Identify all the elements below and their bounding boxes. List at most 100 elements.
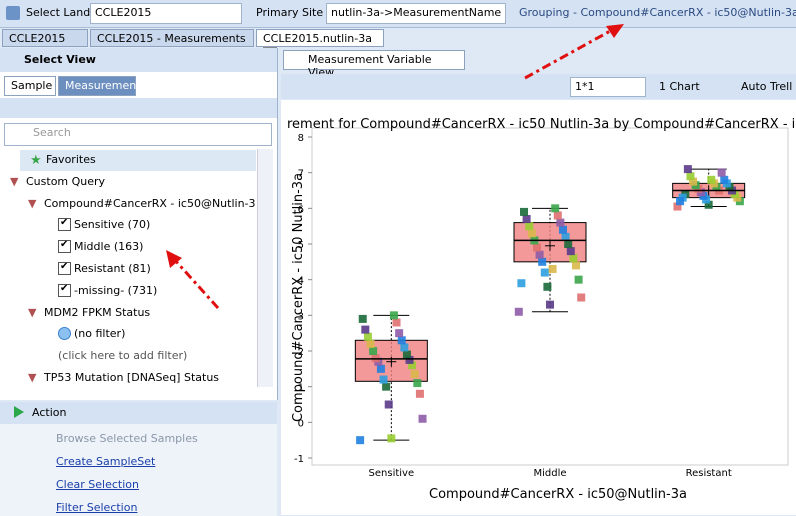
- icon: [14, 406, 24, 418]
- data-point: [413, 379, 422, 388]
- tree-label: Compound#CancerRX - ic50@Nutlin-3a: [44, 196, 256, 210]
- data-point: [517, 279, 526, 288]
- label: Select Land: [26, 6, 91, 19]
- x-tick-label: Sensitive: [369, 468, 415, 479]
- search-field[interactable]: Search: [4, 123, 272, 146]
- data-point: [533, 243, 541, 252]
- data-point: [522, 215, 531, 224]
- dropdown[interactable]: nutlin-3a->MeasurementName: [326, 3, 506, 24]
- view-tab[interactable]: Measurement Variable View: [283, 50, 465, 79]
- data-point: [538, 257, 547, 266]
- data-point: [707, 175, 716, 184]
- data-point: [356, 436, 365, 445]
- tab-label: CCLE2015.nutlin-3a: [263, 32, 372, 45]
- tree-icon: ▼: [28, 305, 37, 319]
- chart-background: [281, 100, 796, 515]
- data-point: [566, 247, 575, 256]
- x-tick-label: Resistant: [686, 468, 732, 479]
- x-axis-label: Compound#CancerRX - ic50@Nutlin-3a: [429, 487, 687, 502]
- action-link[interactable]: Clear Selection: [56, 478, 139, 491]
- data-point: [564, 240, 573, 248]
- y-tick-label: -1: [294, 454, 304, 465]
- selected-row: [20, 150, 256, 171]
- tree: ★ Favorites ▼ Custom Query ▼ Compound#CancerR…: [0, 149, 256, 387]
- data-point: [392, 318, 401, 327]
- y-tick-label: 1: [298, 383, 304, 394]
- tree-icon: ✔: [58, 261, 71, 275]
- tree-label: (click here to add filter): [58, 349, 188, 363]
- tree-label: -missing- (731): [74, 283, 158, 297]
- y-tick-label: 0: [298, 418, 304, 429]
- chart-title: rement for Compound#CancerRX - ic50 Nutl…: [287, 117, 796, 132]
- layout-dropdown[interactable]: 1*1: [570, 77, 646, 97]
- data-point: [418, 414, 427, 423]
- y-tick-label: 7: [298, 169, 304, 180]
- data-point: [683, 165, 692, 174]
- scrollbar[interactable]: [257, 149, 273, 387]
- tree-label: Middle (163): [74, 240, 144, 254]
- tree-icon: ▼: [28, 371, 37, 384]
- data-point: [676, 197, 685, 206]
- data-point: [717, 168, 726, 177]
- data-point: [543, 282, 552, 291]
- data-point: [387, 434, 396, 443]
- data-point: [397, 336, 406, 345]
- tree-label: Sensitive (70): [74, 218, 151, 232]
- data-point: [556, 218, 565, 227]
- tree-label: MDM2 FPKM Status: [44, 305, 151, 319]
- data-point: [574, 275, 583, 284]
- toolbar: [0, 98, 277, 118]
- tree-icon: ✔: [58, 239, 71, 254]
- data-point: [363, 332, 372, 341]
- data-point: [358, 314, 367, 323]
- text-field[interactable]: CCLE2015: [90, 3, 242, 24]
- data-point: [572, 261, 580, 270]
- data-point: [704, 200, 713, 209]
- tree-label: Favorites: [46, 153, 96, 166]
- action-link[interactable]: Create SampleSet: [56, 455, 156, 468]
- chart: rement for Compound#CancerRX - ic50 Nutl…: [281, 100, 796, 515]
- data-point: [527, 229, 536, 238]
- tree-icon: [58, 327, 71, 341]
- tree-label: (no filter): [74, 327, 126, 341]
- data-point: [551, 204, 560, 213]
- action-link[interactable]: Filter Selection: [56, 501, 138, 514]
- tree-icon: ▼: [28, 196, 37, 210]
- data-point: [395, 329, 404, 338]
- data-point: [361, 325, 370, 334]
- data-point: [559, 225, 567, 234]
- x-tick-label: Middle: [533, 468, 566, 479]
- toolbar-button[interactable]: Auto Trell: [741, 80, 793, 93]
- view-toolbar: [281, 74, 796, 99]
- tab[interactable]: CCLE2015 - Measurements: [90, 29, 254, 47]
- data-point: [686, 172, 695, 181]
- tab-active[interactable]: CCLE2015.nutlin-3a ✕: [256, 29, 384, 59]
- action-title: Action: [32, 406, 67, 419]
- tab[interactable]: CCLE2015: [2, 29, 88, 47]
- annotation-arrow: [524, 28, 613, 80]
- data-point: [520, 207, 528, 216]
- panel-title: Select View: [24, 53, 96, 66]
- tab[interactable]: Measurement: [58, 76, 141, 96]
- y-tick-label: 8: [298, 133, 304, 144]
- grouping-label: Grouping - Compound#CancerRX - ic50@Nutl…: [519, 6, 796, 19]
- data-point: [384, 400, 393, 409]
- toolbar-button[interactable]: 1 Chart: [659, 80, 700, 93]
- y-tick-label: 2: [298, 347, 304, 358]
- data-point: [540, 268, 549, 277]
- y-tick-label: 5: [298, 240, 304, 251]
- panel-header: [0, 48, 277, 72]
- data-point: [400, 343, 409, 352]
- data-point: [546, 300, 554, 309]
- data-point: [382, 382, 391, 391]
- data-point: [408, 361, 417, 370]
- action-item-disabled: Browse Selected Samples: [56, 432, 198, 445]
- data-point: [389, 311, 398, 320]
- tree-label: Custom Query: [26, 174, 106, 188]
- tab[interactable]: Sample: [4, 76, 56, 96]
- data-point: [569, 254, 578, 263]
- label: Primary Site: [256, 6, 324, 19]
- tree-icon: ▼: [10, 174, 19, 188]
- data-point: [535, 250, 544, 259]
- data-point: [514, 307, 523, 316]
